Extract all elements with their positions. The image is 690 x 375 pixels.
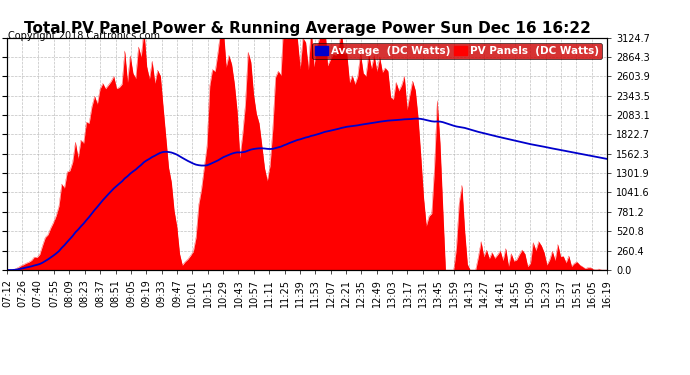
- Text: Copyright 2018 Cartronics.com: Copyright 2018 Cartronics.com: [8, 32, 160, 41]
- Title: Total PV Panel Power & Running Average Power Sun Dec 16 16:22: Total PV Panel Power & Running Average P…: [23, 21, 591, 36]
- Legend: Average  (DC Watts), PV Panels  (DC Watts): Average (DC Watts), PV Panels (DC Watts): [312, 43, 602, 59]
